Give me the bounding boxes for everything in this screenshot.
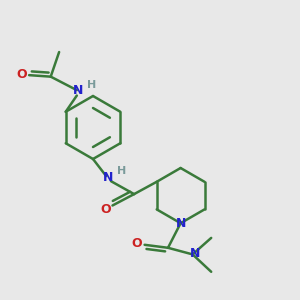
Text: O: O xyxy=(100,202,111,216)
Text: N: N xyxy=(190,247,200,260)
Text: N: N xyxy=(73,84,83,97)
Text: N: N xyxy=(176,217,186,230)
Text: O: O xyxy=(16,68,27,81)
Text: N: N xyxy=(103,171,113,184)
Text: O: O xyxy=(132,237,142,250)
Text: H: H xyxy=(88,80,97,90)
Text: H: H xyxy=(118,166,127,176)
